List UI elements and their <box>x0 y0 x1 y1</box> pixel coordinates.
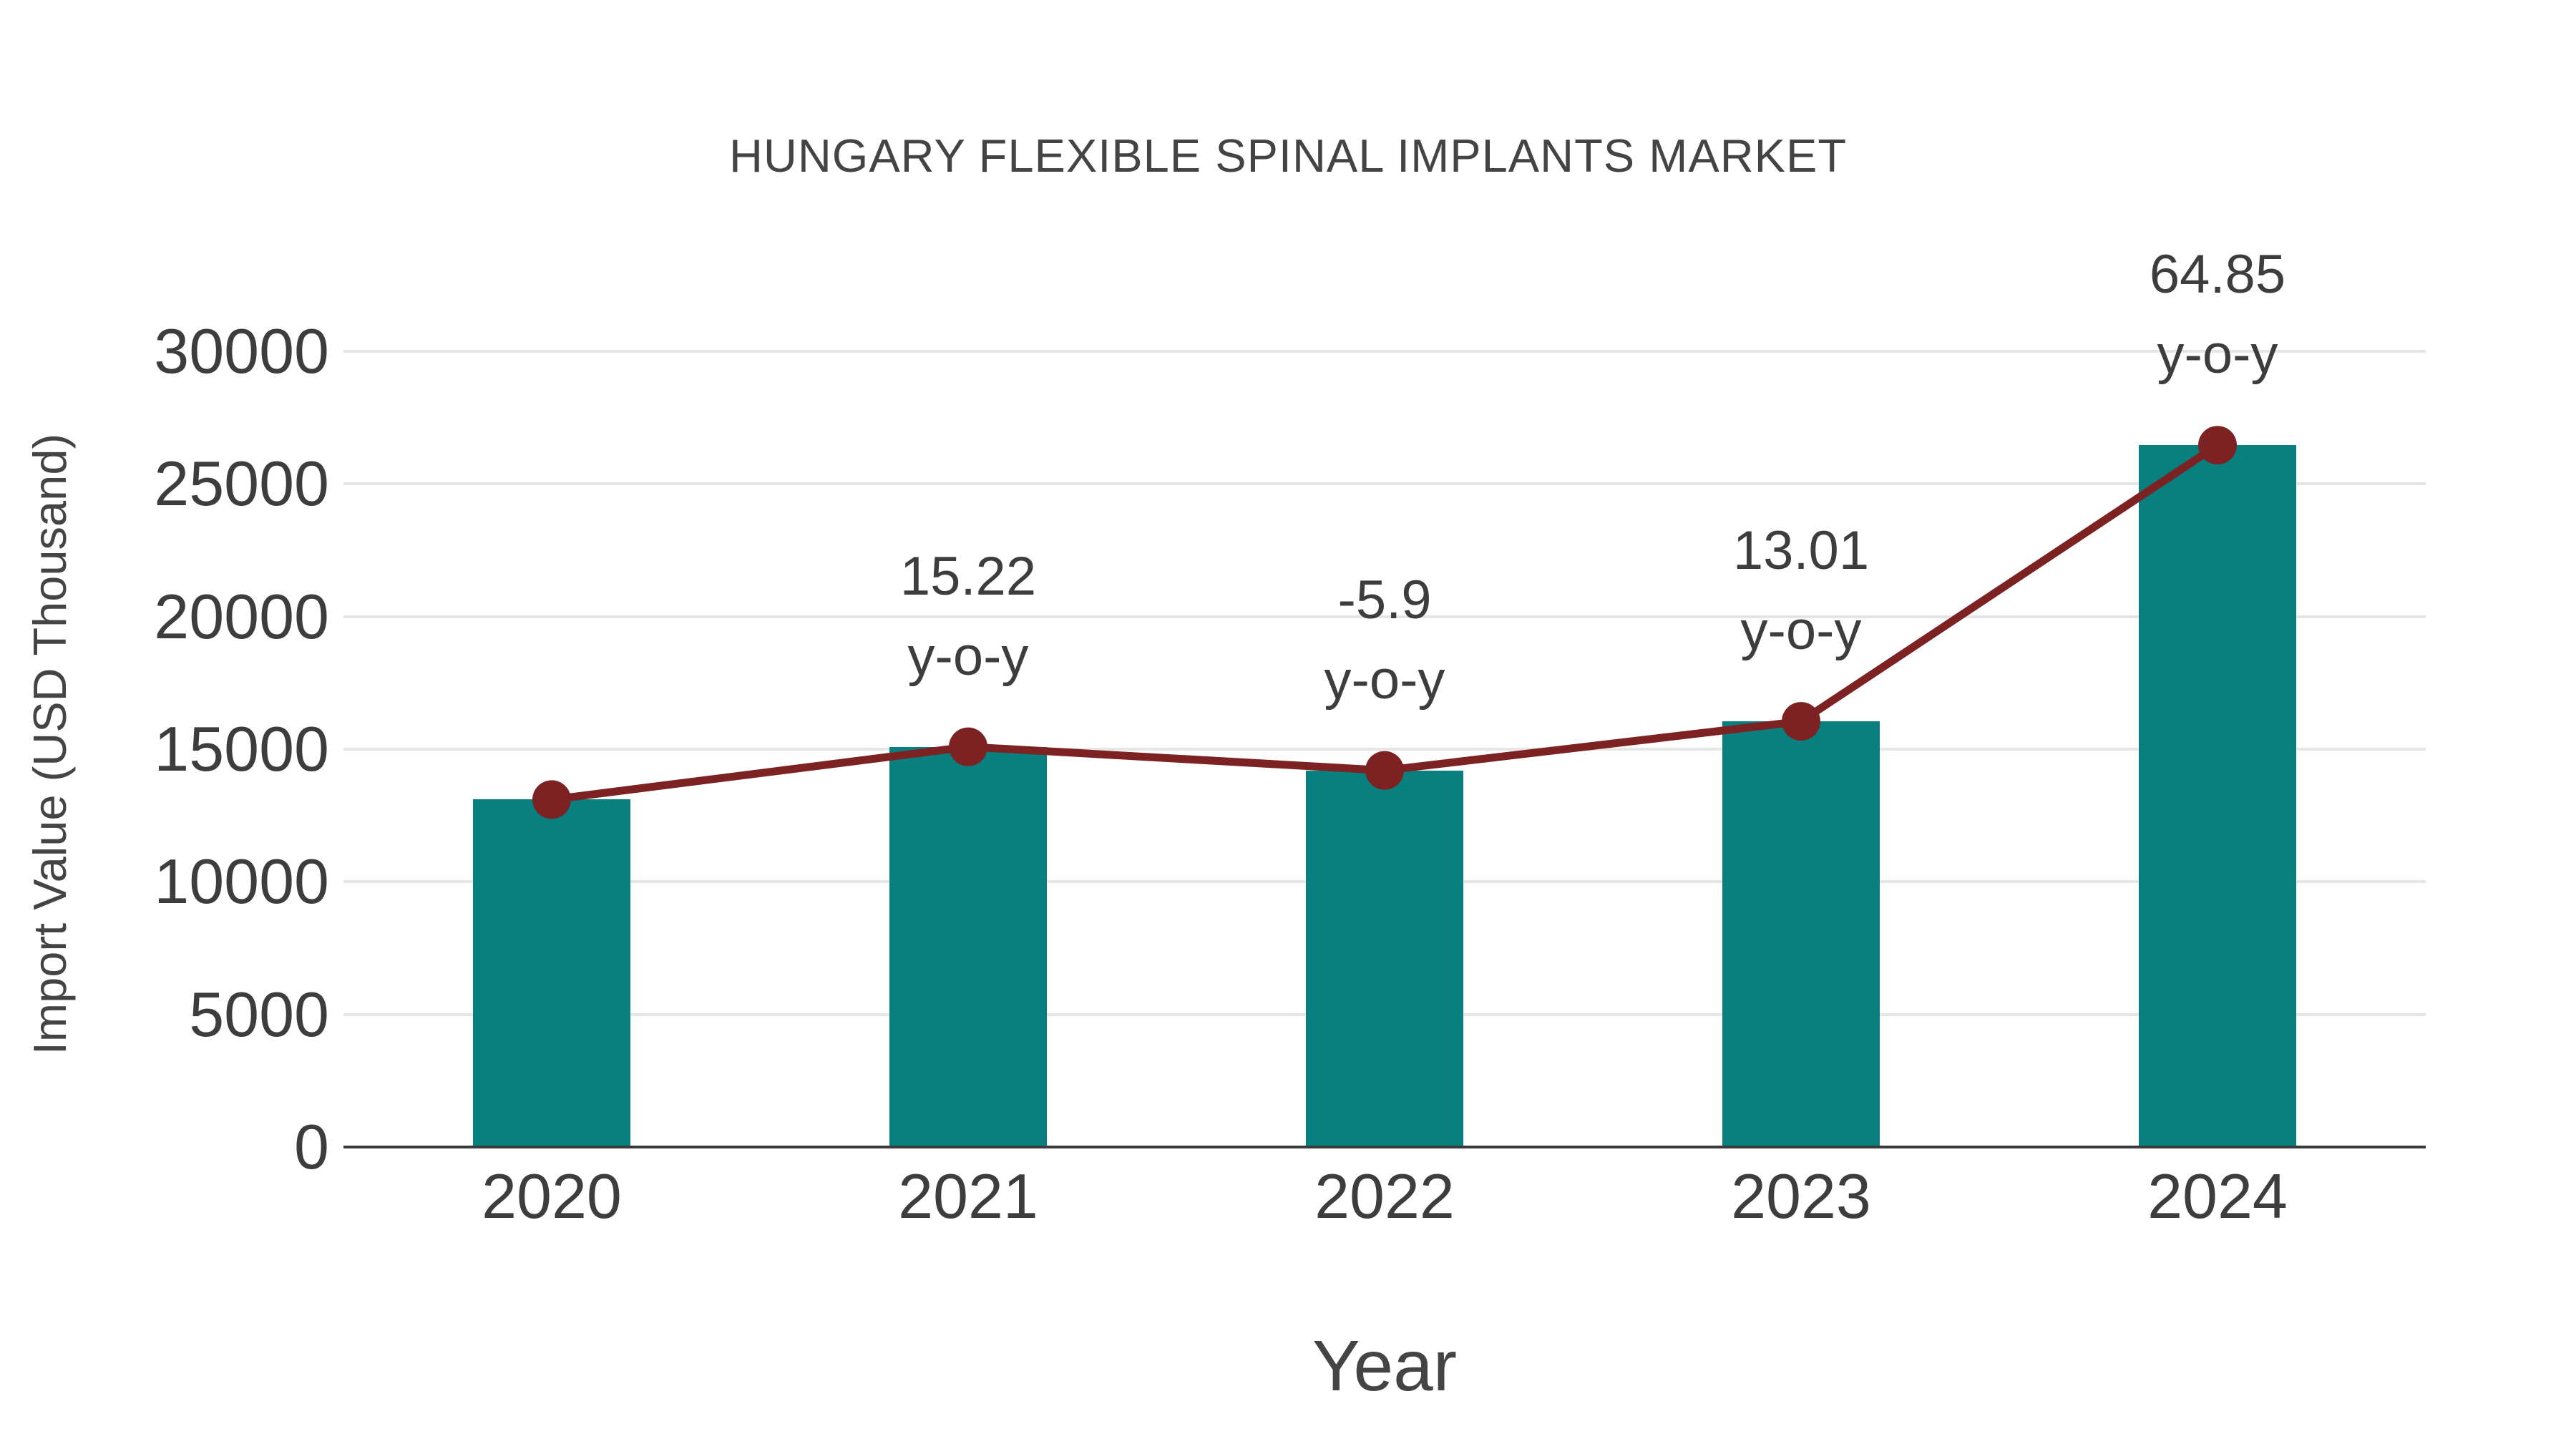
data-point-marker <box>532 780 571 819</box>
yoy-annotation-suffix: y-o-y <box>1740 600 1862 662</box>
gridline <box>343 748 2426 751</box>
bar-2023 <box>1722 721 1880 1147</box>
data-point-marker <box>949 727 987 766</box>
yoy-annotation: 13.01 y-o-y <box>1622 511 1980 671</box>
data-point-marker <box>1365 751 1404 790</box>
x-axis-title: Year <box>1312 1326 1458 1406</box>
chart-title: HUNGARY FLEXIBLE SPINAL IMPLANTS MARKET <box>728 130 1848 182</box>
y-tick-label: 20000 <box>154 580 329 652</box>
bar-2021 <box>889 746 1047 1147</box>
y-tick-label: 25000 <box>154 448 329 519</box>
x-tick-label: 2022 <box>1314 1161 1455 1231</box>
yoy-annotation-value: 13.01 <box>1732 520 1870 582</box>
x-axis-line <box>343 1146 2426 1148</box>
gridline <box>343 350 2426 353</box>
yoy-annotation: 15.22 y-o-y <box>789 537 1147 697</box>
bar-2024 <box>2139 445 2296 1147</box>
data-point-marker <box>2198 426 2237 465</box>
x-tick-label: 2020 <box>482 1161 622 1231</box>
data-point-marker <box>1782 702 1820 741</box>
y-tick-label: 15000 <box>154 713 329 784</box>
yoy-annotation-value: 64.85 <box>2149 244 2286 306</box>
bar-2020 <box>473 799 630 1147</box>
x-tick-label: 2023 <box>1731 1161 1871 1231</box>
x-tick-label: 2024 <box>2147 1161 2288 1231</box>
yoy-annotation: 64.85 y-o-y <box>2039 235 2396 395</box>
y-tick-label: 30000 <box>154 316 329 386</box>
gridline <box>343 615 2426 618</box>
y-tick-label: 5000 <box>189 978 329 1050</box>
bar-2022 <box>1306 770 1463 1147</box>
yoy-annotation-value: -5.9 <box>1337 569 1432 630</box>
x-tick-label: 2021 <box>898 1161 1038 1231</box>
y-tick-label: 0 <box>294 1111 329 1182</box>
gridline <box>343 482 2426 486</box>
yoy-annotation-value: 15.22 <box>899 545 1037 607</box>
yoy-annotation-suffix: y-o-y <box>2157 324 2278 386</box>
yoy-annotation-suffix: y-o-y <box>907 625 1029 687</box>
yoy-annotation: -5.9 y-o-y <box>1206 560 1563 721</box>
yoy-annotation-suffix: y-o-y <box>1324 649 1445 711</box>
y-tick-label: 10000 <box>154 846 329 917</box>
